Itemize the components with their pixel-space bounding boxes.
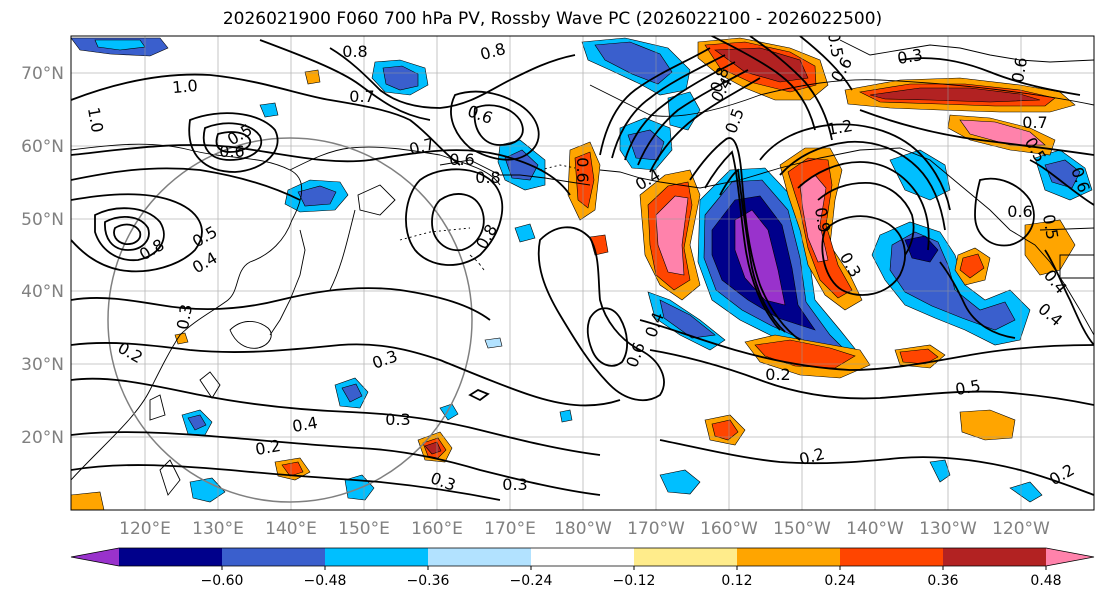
contour-label: 0.3	[502, 475, 527, 494]
lat-label: 20°N	[21, 428, 64, 448]
contour-label: 0.4	[291, 413, 319, 436]
colorbar-tick-label: 0.12	[721, 573, 752, 589]
colorbar-tick-label: −0.60	[201, 573, 244, 589]
map-title: 2026021900 F060 700 hPa PV, Rossby Wave …	[222, 9, 883, 29]
contour-label: 0.5	[824, 31, 847, 59]
contour-label: 0.6	[449, 150, 474, 169]
contour-label: 0.9	[811, 206, 834, 234]
colorbar-swatch	[531, 548, 635, 566]
colorbar-swatch	[119, 548, 223, 566]
latitude-axis: 70°N 60°N 50°N 40°N 30°N 20°N	[21, 64, 64, 448]
graticule	[71, 36, 1094, 510]
colorbar	[70, 547, 1095, 567]
colorbar-swatch	[634, 548, 738, 566]
longitude-axis: 120°E 130°E 140°E 150°E 160°E 170°E 180°…	[119, 519, 1050, 539]
lon-label: 170°W	[627, 519, 685, 539]
lon-label: 170°E	[484, 519, 536, 539]
colorbar-tick-label: −0.12	[613, 573, 656, 589]
colorbar-swatch	[737, 548, 841, 566]
colorbar-tick-label: 0.48	[1030, 573, 1061, 589]
lat-label: 40°N	[21, 282, 64, 302]
contour-label: 0.6	[219, 142, 244, 161]
contour-label: 0.5	[1039, 213, 1062, 241]
colorbar-swatch	[325, 548, 429, 566]
lon-label: 150°E	[338, 519, 390, 539]
lat-label: 50°N	[21, 210, 64, 230]
map-frame	[70, 35, 1095, 511]
contour-label: 0.3	[173, 303, 196, 331]
contour-label: 0.5	[954, 376, 982, 399]
contour-label: 1.0	[171, 76, 198, 97]
contour-label: 0.8	[342, 42, 367, 61]
colorbar-tick-label: −0.36	[407, 573, 450, 589]
lon-label: 180°W	[554, 519, 612, 539]
contour-label: 0.6	[573, 157, 592, 182]
lon-label: 120°W	[992, 519, 1050, 539]
colorbar-swatch	[840, 548, 944, 566]
colorbar-extension-high	[1046, 548, 1094, 566]
contour-label: 0.3	[896, 45, 924, 68]
colorbar-extension-low	[71, 548, 119, 566]
colorbar-tick-label: 0.36	[927, 573, 958, 589]
contour-label: 0.6	[1008, 56, 1031, 84]
contour-label: 0.3	[385, 410, 410, 429]
contour-label: 1.0	[84, 106, 107, 134]
lat-label: 60°N	[21, 137, 64, 157]
lon-label: 120°E	[119, 519, 171, 539]
map-plot-area: 0.8 0.81.01.00.70.50.60.60.70.60.8 0.40.8 0…	[71, 31, 1094, 510]
lon-label: 150°W	[773, 519, 831, 539]
colorbar-tick-label: −0.48	[304, 573, 347, 589]
colorbar-tick-label: −0.24	[510, 573, 553, 589]
shaded-anomaly-fields	[71, 37, 1093, 510]
lon-label: 160°E	[411, 519, 463, 539]
colorbar-tick-label: 0.24	[824, 573, 855, 589]
colorbar-swatch	[428, 548, 532, 566]
colorbar-ticks: −0.60 −0.48 −0.36 −0.24 −0.12 0.12 0.24 0.36 0.4…	[201, 566, 1062, 589]
contour-label: 0.7	[1022, 113, 1047, 132]
lon-label: 130°W	[919, 519, 977, 539]
contour-label: 0.8	[475, 168, 500, 187]
pv-contours	[71, 36, 1094, 501]
reference-circle	[107, 137, 473, 503]
contour-label: 0.6	[1007, 202, 1032, 221]
lat-label: 30°N	[21, 355, 64, 375]
lon-label: 140°W	[846, 519, 904, 539]
lon-label: 160°W	[700, 519, 758, 539]
lon-label: 140°E	[265, 519, 317, 539]
contour-label: 0.2	[254, 436, 282, 459]
colorbar-swatch	[222, 548, 326, 566]
colorbar-swatch	[943, 548, 1047, 566]
colorbar-outline	[70, 547, 1095, 567]
lat-label: 70°N	[21, 64, 64, 84]
contour-label: 1.2	[826, 116, 854, 139]
contour-label: 0.7	[349, 87, 374, 106]
contour-label: 0.2	[765, 365, 790, 384]
coastlines	[71, 39, 1094, 496]
lon-label: 130°E	[192, 519, 244, 539]
